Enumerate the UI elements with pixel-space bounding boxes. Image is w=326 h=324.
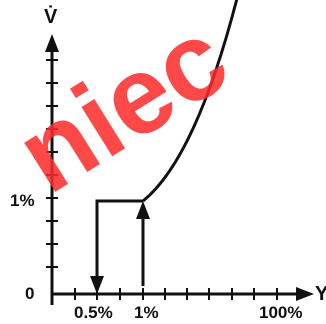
y-axis-arrowhead [45, 34, 59, 52]
x-tick-label-0: 0.5% [74, 303, 113, 322]
up-arrowhead [136, 201, 150, 219]
y-tick-label-0: 0 [25, 284, 35, 303]
x-axis-label: Y [315, 283, 326, 305]
x-tick-label-2: 100% [259, 303, 303, 322]
x-tick-label-1: 1% [134, 303, 159, 322]
hysteresis-path [95, 199, 143, 278]
down-arrowhead [90, 276, 104, 294]
x-axis-arrowhead [296, 287, 314, 301]
y-axis-ticks [46, 59, 58, 268]
y-axis-label: V̇ [44, 6, 58, 28]
curve-line [142, 0, 239, 203]
y-tick-label-1: 1% [10, 191, 35, 210]
